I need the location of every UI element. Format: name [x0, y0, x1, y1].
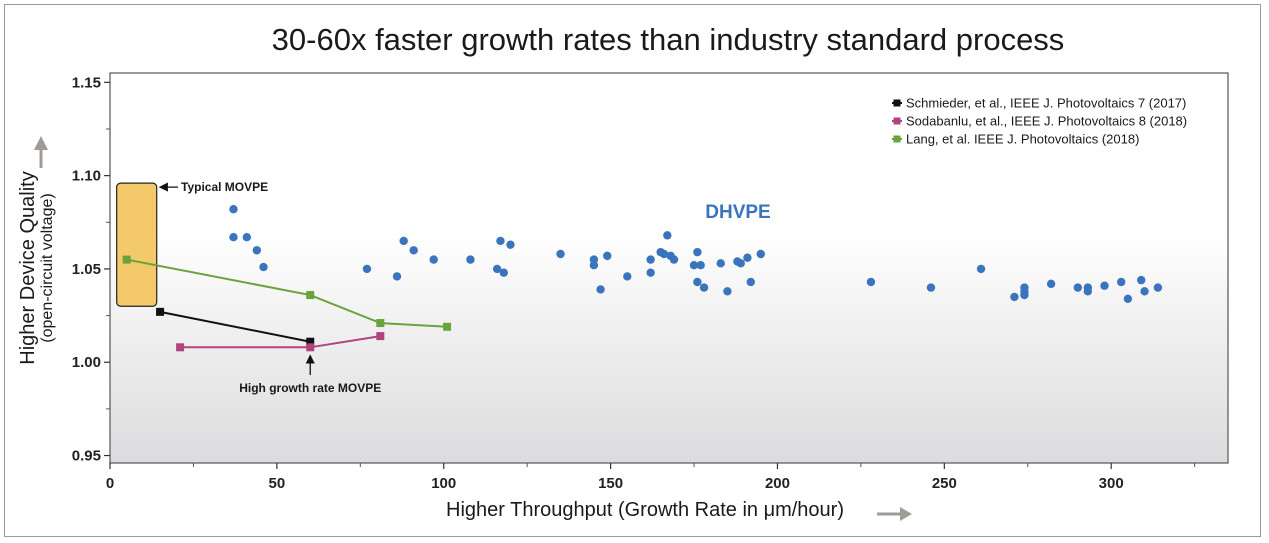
legend-swatch-marker: [893, 117, 901, 125]
dhvpe-point: [689, 261, 699, 270]
legend-swatch-marker: [893, 99, 901, 107]
series-point-2: [306, 291, 315, 300]
series-point-1: [306, 343, 315, 352]
dhvpe-point: [716, 259, 725, 268]
legend-swatch-marker: [893, 135, 901, 143]
y-tick-label: 1.05: [72, 261, 101, 278]
y-axis-sublabel: (open-circuit voltage): [39, 193, 56, 342]
legend-entry: Lang, et al. IEEE J. Photovoltaics (2018…: [906, 132, 1139, 147]
dhvpe-point: [1100, 281, 1109, 290]
dhvpe-point: [496, 236, 505, 246]
dhvpe-point: [736, 259, 745, 268]
dhvpe-point: [646, 268, 655, 277]
series-point-0: [156, 307, 165, 316]
y-tick-label: 1.10: [72, 168, 101, 185]
dhvpe-point: [429, 255, 438, 264]
dhvpe-point: [596, 285, 605, 294]
dhvpe-point: [252, 246, 262, 255]
chart-title: 30-60x faster growth rates than industry…: [272, 22, 1065, 57]
x-tick-label: 50: [269, 475, 286, 492]
series-point-2: [376, 319, 385, 328]
dhvpe-point: [693, 277, 702, 287]
dhvpe-point: [556, 249, 565, 259]
series-layer: [122, 205, 1163, 352]
dhvpe-point: [623, 272, 632, 281]
dhvpe-point: [669, 255, 679, 264]
dhvpe-point: [646, 255, 655, 264]
dhvpe-point: [693, 247, 702, 257]
dhvpe-point: [492, 264, 502, 274]
dhvpe-point: [1117, 277, 1126, 287]
dhvpe-point: [659, 249, 669, 259]
dhvpe-point: [746, 277, 755, 287]
dhvpe-point: [1073, 283, 1083, 292]
legend-entry: Schmieder, et al., IEEE J. Photovoltaics…: [906, 96, 1186, 111]
dhvpe-point: [723, 287, 732, 296]
dhvpe-point: [1010, 292, 1019, 302]
x-tick-label: 150: [598, 475, 623, 492]
dhvpe-point: [926, 283, 936, 292]
dhvpe-point: [409, 246, 418, 255]
labels-layer: Typical MOVPE High growth rate MOVPE DHVPE: [158, 180, 771, 395]
dhvpe-point: [866, 277, 876, 287]
x-axis-label: Higher Throughput (Growth Rate in μm/hou…: [446, 499, 844, 521]
dhvpe-point: [259, 262, 268, 272]
x-tick-label: 200: [765, 475, 790, 492]
legend-entry: Sodabanlu, et al., IEEE J. Photovoltaics…: [906, 114, 1187, 129]
y-tick-label: 1.15: [72, 74, 101, 91]
dhvpe-point: [976, 264, 986, 274]
dhvpe-point: [499, 268, 509, 277]
dhvpe-point: [229, 205, 238, 214]
y-axis-label: Higher Device Quality: [17, 171, 39, 364]
dhvpe-point: [506, 240, 515, 249]
dhvpe-point: [242, 233, 252, 242]
dhvpe-point: [663, 231, 672, 240]
dhvpe-point: [756, 249, 765, 259]
dhvpe-point: [603, 251, 612, 261]
y-tick-label: 1.00: [72, 354, 101, 371]
x-tick-label: 250: [932, 475, 957, 492]
typical-movpe-box: [116, 182, 158, 307]
axes: 0 50 100 150 200 250 300 0.95 1.00 1.05 1.10 1.15: [72, 74, 1196, 492]
dhvpe-label: DHVPE: [705, 202, 770, 223]
dhvpe-point: [1153, 283, 1163, 292]
series-line-0: [159, 310, 311, 343]
y-direction-arrow-icon: [34, 136, 48, 168]
x-tick-label: 100: [431, 475, 456, 492]
x-tick-label: 300: [1099, 475, 1124, 492]
dhvpe-point: [1046, 279, 1056, 289]
dhvpe-point: [1137, 275, 1146, 285]
dhvpe-point: [589, 261, 599, 270]
dhvpe-point: [1140, 287, 1149, 296]
x-tick-label: 0: [106, 475, 114, 492]
series-point-2: [122, 255, 131, 264]
series-line-2: [126, 258, 448, 328]
series-point-0: [306, 337, 315, 346]
dhvpe-point: [399, 236, 408, 246]
dhvpe-point: [696, 261, 705, 270]
dhvpe-point: [1020, 290, 1029, 300]
dhvpe-point: [699, 283, 709, 292]
dhvpe-point: [362, 264, 372, 274]
high-growth-label: High growth rate MOVPE: [239, 381, 381, 395]
legend: Schmieder, et al., IEEE J. Photovoltaics…: [892, 96, 1187, 147]
dhvpe-point: [1083, 287, 1093, 296]
dhvpe-point: [466, 255, 475, 264]
plot-background: [109, 72, 1229, 464]
series-point-1: [176, 343, 185, 352]
dhvpe-point: [1123, 294, 1133, 303]
typical-movpe-label: Typical MOVPE: [181, 180, 268, 194]
series-point-1: [376, 332, 385, 341]
dhvpe-point: [229, 233, 238, 242]
annotations-layer: [116, 182, 158, 307]
y-tick-label: 0.95: [72, 448, 101, 465]
x-direction-arrow-icon: [877, 507, 912, 521]
dhvpe-point: [743, 253, 752, 262]
dhvpe-point: [392, 272, 402, 281]
series-point-2: [443, 322, 452, 331]
